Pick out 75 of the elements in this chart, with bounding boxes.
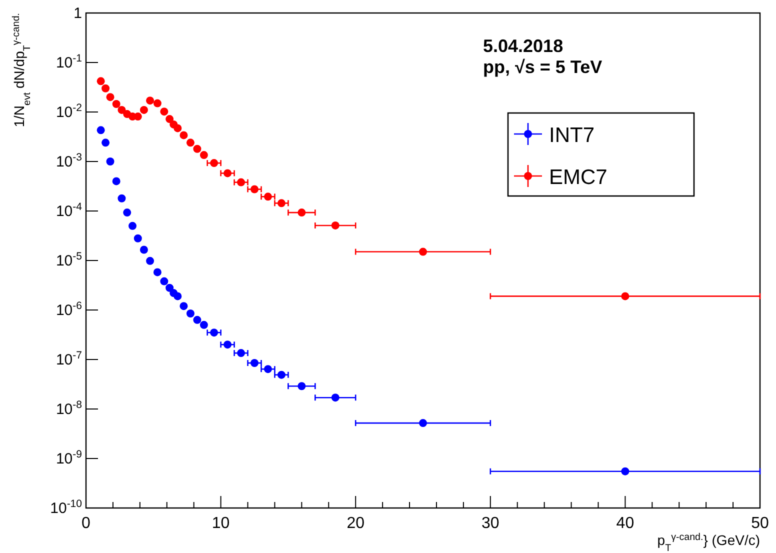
- point: [200, 320, 208, 329]
- point: [118, 194, 126, 202]
- point: [250, 185, 258, 194]
- y-tick-label: 10$^{-7}$: [56, 350, 82, 368]
- point: [160, 108, 168, 116]
- x-tick-label: 40: [616, 515, 634, 532]
- point: [419, 248, 427, 256]
- x-tick-label: 50: [751, 515, 769, 532]
- point: [128, 222, 137, 230]
- point: [621, 467, 630, 476]
- point: [160, 277, 168, 286]
- point: [210, 159, 218, 168]
- y-tick-label: 10$^{-9}$: [56, 448, 82, 468]
- point: [186, 138, 194, 147]
- point: [621, 292, 630, 300]
- point: [200, 151, 208, 160]
- y-tick-label: 10$^{-1}$: [56, 52, 82, 72]
- point: [331, 394, 340, 402]
- point: [166, 115, 174, 124]
- point: [224, 169, 232, 178]
- point: [123, 208, 132, 217]
- point: [237, 178, 246, 186]
- y-tick-label: 10$^{-8}$: [56, 399, 82, 418]
- point: [134, 234, 142, 242]
- point: [264, 192, 272, 201]
- point: [180, 131, 188, 140]
- point: [298, 208, 306, 217]
- point: [118, 106, 126, 114]
- point: [193, 316, 202, 324]
- y-tick-label: 10$^{-5}$: [56, 250, 82, 270]
- point: [331, 221, 340, 230]
- y-tick-label: 10$^{-4}$: [56, 201, 82, 220]
- point: [140, 106, 148, 114]
- point: [146, 256, 154, 265]
- point: [277, 370, 286, 379]
- point: [210, 328, 218, 337]
- point: [250, 358, 258, 367]
- x-tick-label: 30: [482, 515, 500, 532]
- point: [193, 144, 202, 153]
- point: [153, 99, 162, 108]
- point: [112, 100, 120, 108]
- annotation: 5.04.2018: [483, 36, 564, 56]
- point: [419, 419, 427, 428]
- x-tick-label: 20: [346, 515, 365, 532]
- legend-label: INT7: [549, 124, 595, 147]
- y-tick-label: 10$^{-3}$: [56, 152, 82, 170]
- point: [224, 340, 232, 349]
- y-tick-label: 10$^{-6}$: [56, 300, 82, 319]
- point: [298, 382, 306, 390]
- x-tick-label: 0: [82, 515, 91, 532]
- point: [106, 93, 114, 102]
- point: [102, 138, 110, 147]
- point: [153, 268, 162, 276]
- point: [96, 77, 105, 86]
- point: [112, 177, 120, 186]
- point: [186, 309, 194, 318]
- point: [237, 349, 246, 358]
- point: [146, 96, 154, 105]
- y-tick-label: 1: [74, 5, 82, 22]
- y-tick-label: 10$^{-2}$: [56, 102, 82, 121]
- point: [277, 199, 286, 208]
- point: [106, 158, 114, 166]
- point: [174, 124, 182, 132]
- point: [140, 246, 148, 254]
- point: [264, 365, 272, 374]
- legend-label: EMC7: [549, 166, 608, 189]
- point: [166, 284, 174, 292]
- point: [180, 302, 188, 310]
- x-tick-label: 10: [212, 515, 230, 532]
- y-tick-label: 10$^{-10}$: [50, 498, 82, 517]
- annotation: pp, √s = 5 TeV: [483, 57, 602, 77]
- point: [102, 84, 110, 92]
- point: [174, 292, 182, 300]
- x-axis-title: p$_{T}$$^{γ-cand.}$} (GeV/c): [657, 532, 760, 553]
- point: [96, 126, 105, 134]
